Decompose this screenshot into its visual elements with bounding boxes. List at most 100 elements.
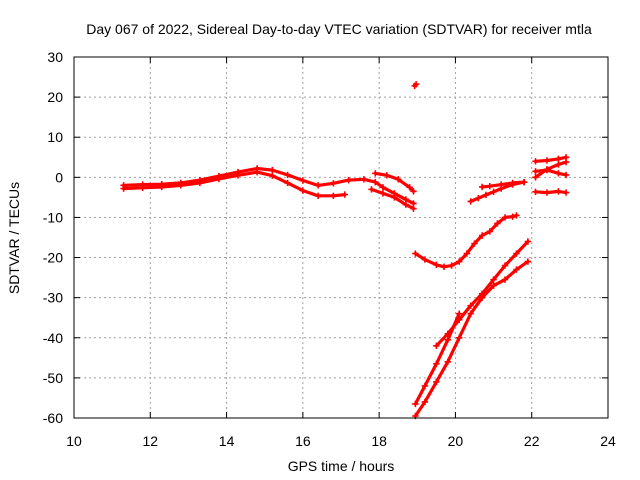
data-point — [440, 263, 448, 270]
data-point — [360, 176, 368, 183]
data-point — [345, 176, 352, 184]
data-point — [555, 188, 562, 195]
data-point — [562, 171, 570, 179]
x-tick-label: 24 — [600, 433, 616, 449]
data-point — [383, 172, 390, 179]
grid-layer — [74, 57, 608, 418]
y-tick-label: -30 — [43, 290, 63, 306]
series-line — [533, 168, 568, 177]
data-point — [467, 302, 474, 309]
series-line — [413, 213, 519, 269]
data-point — [524, 238, 532, 245]
data-point — [444, 336, 451, 343]
data-point — [509, 179, 516, 187]
data-point — [330, 180, 337, 187]
x-tick-label: 20 — [448, 433, 464, 449]
x-tick-label: 12 — [142, 433, 158, 449]
data-point — [498, 181, 505, 188]
data-point — [368, 186, 375, 193]
data-point — [391, 194, 398, 201]
data-point — [412, 400, 419, 408]
data-point — [520, 178, 528, 186]
data-point — [456, 316, 463, 323]
data-point — [406, 184, 413, 191]
y-tick-label: -20 — [43, 250, 63, 266]
data-point — [196, 179, 204, 187]
data-point — [269, 172, 276, 179]
data-point — [433, 378, 440, 386]
data-point — [456, 310, 463, 317]
data-point — [494, 220, 501, 227]
data-point — [509, 213, 516, 220]
data-point — [543, 189, 551, 196]
data-point — [215, 175, 223, 183]
series-layer — [120, 81, 570, 420]
data-point — [433, 360, 440, 368]
data-point — [467, 310, 474, 317]
data-point — [421, 382, 429, 390]
data-point — [448, 262, 455, 269]
data-point — [532, 188, 539, 195]
y-axis-title: SDTVAR / TECUs — [6, 182, 22, 294]
series-arc-evening-2 — [368, 186, 417, 212]
y-tick-label: 20 — [47, 89, 63, 105]
series-arc-right-3 — [532, 166, 570, 179]
data-point — [486, 182, 493, 190]
series-line — [413, 260, 530, 418]
data-point — [402, 201, 410, 208]
plot-frame — [73, 56, 609, 419]
y-tick-label: -60 — [43, 410, 63, 426]
data-point — [478, 232, 486, 239]
data-point — [410, 205, 417, 212]
data-point — [139, 184, 146, 191]
data-point — [463, 250, 471, 257]
x-tick-label: 10 — [66, 433, 82, 449]
data-point — [284, 171, 291, 179]
data-point — [555, 161, 562, 168]
data-point — [444, 330, 451, 337]
data-point — [555, 155, 562, 163]
data-point — [501, 262, 509, 269]
data-point — [412, 81, 420, 88]
data-point — [501, 276, 509, 283]
data-point — [421, 398, 429, 406]
series-line — [533, 160, 568, 179]
data-point — [410, 188, 417, 195]
data-point — [433, 342, 440, 349]
x-tick-label: 16 — [295, 433, 311, 449]
data-point — [158, 183, 165, 191]
data-point — [513, 266, 520, 273]
y-tick-label: 10 — [47, 129, 63, 145]
data-point — [379, 184, 387, 191]
data-point — [372, 170, 379, 177]
data-point — [330, 192, 337, 199]
x-tick-label: 18 — [371, 433, 387, 449]
data-point — [478, 290, 486, 297]
data-point — [284, 179, 291, 187]
data-point — [513, 250, 520, 257]
data-point — [524, 258, 532, 265]
series-arc-late-2 — [478, 178, 528, 191]
chart-title: Day 067 of 2022, Sidereal Day-to-day VTE… — [86, 21, 592, 37]
data-point — [471, 240, 478, 247]
data-point — [555, 170, 562, 177]
data-point — [379, 190, 387, 197]
data-point — [421, 256, 429, 263]
series-arc-evening-1 — [372, 170, 417, 195]
data-point — [532, 168, 539, 175]
y-tick-label: -10 — [43, 209, 63, 225]
series-arc-main-lower — [120, 168, 349, 199]
y-tick-label: -50 — [43, 370, 63, 386]
x-tick-label: 22 — [524, 433, 540, 449]
series-line — [533, 189, 568, 195]
series-arc-mid — [412, 212, 520, 270]
series-arc-steep-1 — [412, 258, 532, 420]
data-point — [501, 214, 509, 221]
data-point — [482, 191, 490, 199]
data-point — [234, 172, 242, 179]
data-point — [120, 185, 127, 192]
series-arc-right-1 — [532, 154, 570, 165]
y-tick-label: 30 — [47, 49, 63, 65]
tick-layer: 10 12 14 16 18 20 22 24 -60 -50 -40 -30 -20 -10 0 10 20 3… — [43, 49, 616, 449]
